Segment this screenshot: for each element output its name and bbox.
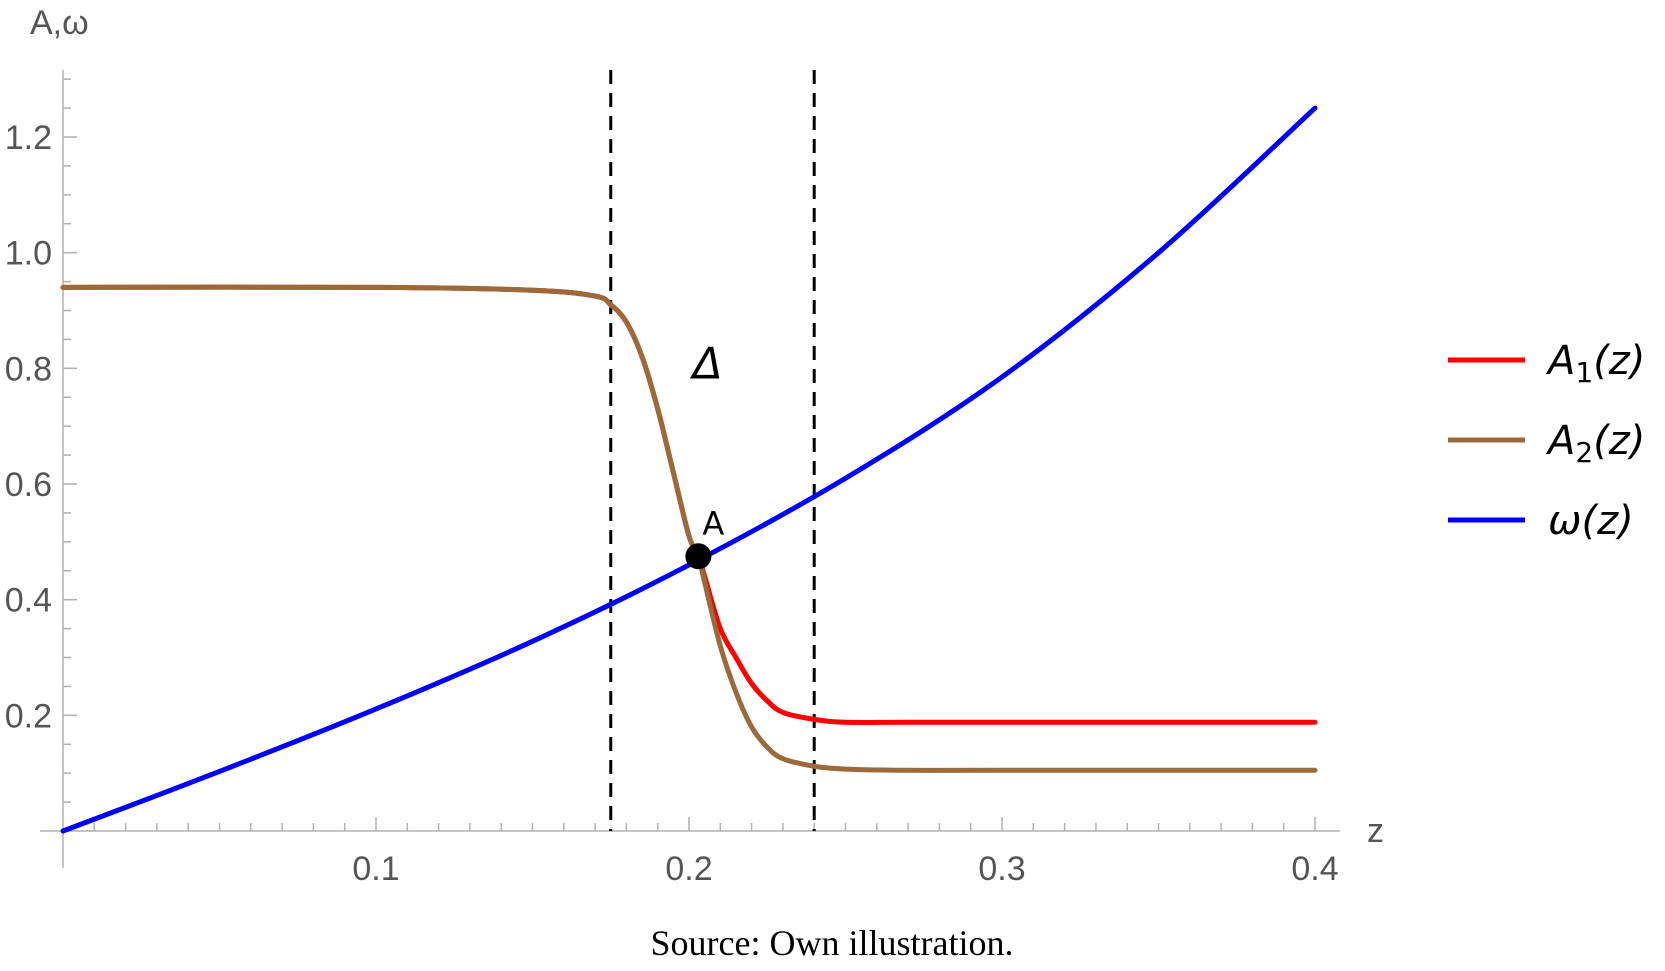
x-axis-label: z — [1367, 812, 1384, 850]
y-tick-label: 0.8 — [5, 350, 52, 388]
legend-item-omega: ω(z) — [1448, 498, 1634, 544]
y-tick-label: 1.0 — [5, 235, 52, 273]
delta-region-label: Δ — [690, 339, 723, 390]
vertical-dashed-lines — [609, 70, 816, 831]
x-tick-label: 0.4 — [1291, 850, 1338, 888]
legend: A1(z) A2(z) ω(z) — [1448, 338, 1645, 544]
series-layer — [60, 105, 1318, 834]
y-tick-label: 1.2 — [5, 119, 52, 157]
y-tick-label: 0.2 — [5, 697, 52, 735]
x-tick-label: 0.1 — [352, 850, 399, 888]
x-tick-label: 0.3 — [978, 850, 1025, 888]
y-tick-label: 0.6 — [5, 466, 52, 504]
y-axis-label: A,ω — [30, 4, 89, 42]
legend-label: A2(z) — [1545, 418, 1645, 469]
axes: 0.1 0.2 0.3 0.4 0.2 0.4 0.6 0.8 1.0 1.2 — [5, 70, 1340, 888]
legend-item-a1: A1(z) — [1448, 338, 1645, 389]
series-a2-line — [60, 284, 1318, 773]
series-a1-line — [60, 284, 1318, 725]
x-tick-label: 0.2 — [665, 850, 712, 888]
annotations: A Δ — [685, 339, 724, 570]
intersection-point-label: A — [702, 504, 724, 542]
y-tick-label: 0.4 — [5, 582, 52, 620]
legend-label: ω(z) — [1548, 498, 1634, 544]
intersection-point — [685, 543, 712, 570]
legend-item-a2: A2(z) — [1448, 418, 1645, 469]
source-note: Source: Own illustration. — [651, 923, 1014, 963]
legend-label: A1(z) — [1545, 338, 1645, 389]
